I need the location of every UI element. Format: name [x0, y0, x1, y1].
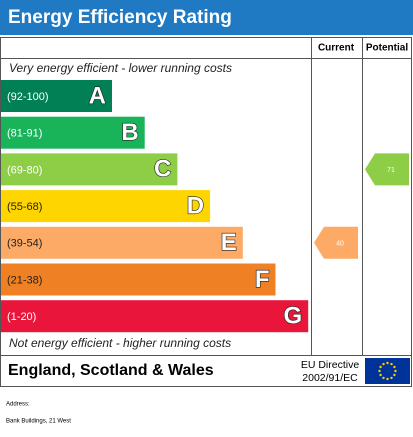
- band-range: (81-91): [7, 128, 42, 140]
- band-range: (92-100): [7, 91, 49, 103]
- band-range: (21-38): [7, 274, 42, 286]
- eu-stars: [378, 361, 397, 381]
- star: [379, 373, 382, 377]
- star: [386, 377, 389, 381]
- star: [390, 376, 393, 380]
- band: [1, 300, 309, 333]
- bottom-note: Not energy efficient - higher running co…: [9, 336, 231, 350]
- star: [394, 369, 397, 373]
- rating-arrow: [314, 226, 358, 259]
- band-letter: G: [284, 303, 303, 330]
- band: [1, 116, 145, 149]
- band-range: (39-54): [7, 238, 42, 250]
- star: [390, 362, 393, 366]
- rating-arrow: [365, 153, 409, 186]
- star: [393, 365, 396, 369]
- star: [386, 361, 389, 365]
- band: [1, 80, 112, 112]
- column-header: Potential: [366, 43, 408, 54]
- band-letter: B: [121, 119, 138, 146]
- frame: [0, 37, 412, 387]
- band-letter: F: [255, 266, 270, 293]
- band-letter: D: [187, 192, 204, 219]
- band-letter: A: [89, 82, 106, 109]
- address: Bank Buildings, 21 West: [6, 419, 71, 425]
- star: [382, 362, 385, 366]
- star: [379, 365, 382, 369]
- band: [1, 153, 178, 186]
- address-label: Address:: [6, 402, 30, 408]
- band-letter: E: [221, 229, 237, 256]
- title: Energy Efficiency Rating: [8, 7, 232, 28]
- column-header: Current: [318, 43, 355, 54]
- top-note: Very energy efficient - lower running co…: [9, 61, 232, 75]
- band: [1, 190, 211, 223]
- region: England, Scotland & Wales: [8, 362, 214, 379]
- rating-value: 40: [336, 241, 344, 248]
- band-range: (1-20): [7, 311, 36, 323]
- rating-value: 71: [387, 167, 395, 174]
- directive: EU Directive: [301, 359, 360, 371]
- star: [382, 376, 385, 380]
- band-letter: C: [154, 156, 171, 183]
- band: [1, 226, 243, 259]
- band: [1, 263, 276, 296]
- band-range: (55-68): [7, 201, 42, 213]
- star: [393, 373, 396, 377]
- directive: 2002/91/EC: [302, 372, 358, 384]
- band-range: (69-80): [7, 164, 42, 176]
- title-bar: [0, 0, 413, 35]
- star: [378, 369, 381, 373]
